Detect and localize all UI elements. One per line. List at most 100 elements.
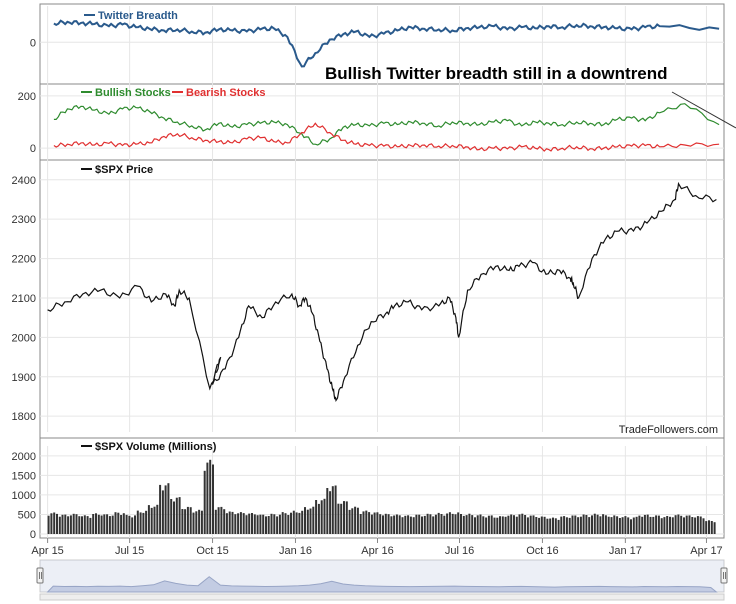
- legend-bullish-stocks: Bullish Stocks: [95, 87, 171, 99]
- volume-bar: [565, 517, 568, 534]
- volume-bar: [256, 515, 259, 534]
- volume-bar: [362, 511, 365, 534]
- volume-panel-frame: [39, 437, 725, 539]
- y-tick-label: 1900: [12, 372, 36, 384]
- volume-bar: [504, 516, 507, 534]
- volume-bar: [259, 514, 262, 534]
- volume-bar: [167, 483, 170, 534]
- volume-bar: [510, 514, 513, 534]
- y-tick-label: 2000: [12, 332, 36, 344]
- volume-bar: [582, 514, 585, 534]
- volume-bar: [192, 512, 195, 534]
- volume-bar: [265, 516, 267, 534]
- volume-bar: [212, 464, 214, 534]
- volume-bar: [560, 516, 563, 534]
- volume-bar: [652, 516, 655, 534]
- volume-bar: [540, 516, 543, 534]
- volume-bar: [239, 512, 242, 534]
- volume-bar: [415, 514, 418, 534]
- volume-bar: [228, 511, 231, 534]
- volume-bar: [552, 517, 554, 534]
- volume-bar: [203, 470, 206, 534]
- volume-bar: [434, 514, 437, 534]
- volume-bar: [145, 510, 148, 534]
- navigator-selection[interactable]: [40, 560, 724, 592]
- volume-bar: [674, 515, 677, 534]
- volume-bar: [131, 517, 134, 534]
- volume-bar: [298, 512, 301, 534]
- bullish-stocks-line: [53, 103, 720, 146]
- volume-bar: [106, 514, 109, 534]
- volume-bar: [343, 501, 345, 534]
- volume-bar: [290, 512, 292, 534]
- volume-bar: [122, 513, 125, 534]
- volume-bar: [309, 508, 312, 534]
- volume-bar: [195, 511, 198, 534]
- volume-bar: [624, 516, 627, 534]
- x-tick-label: Oct 16: [526, 545, 558, 557]
- volume-bar: [175, 497, 178, 534]
- volume-bar: [474, 517, 476, 534]
- volume-bar: [685, 515, 688, 534]
- volume-bar: [320, 500, 323, 534]
- x-axis: Apr 15 Jul 15 Oct 15 Jan 16 Apr 16 Jul 16 Oct …: [31, 538, 723, 557]
- volume-bar: [329, 491, 332, 534]
- volume-bar: [281, 512, 284, 534]
- volume-bar: [315, 500, 318, 534]
- volume-bar: [621, 517, 624, 534]
- volume-bar: [708, 520, 710, 534]
- volume-bar: [574, 515, 577, 534]
- volume-bar: [677, 514, 680, 534]
- volume-bar: [97, 514, 100, 534]
- volume-bar: [454, 514, 457, 534]
- volume-bar: [393, 515, 396, 534]
- volume-bar: [86, 516, 89, 534]
- x-tick-label: Jul 16: [445, 545, 474, 557]
- volume-bar: [649, 516, 652, 534]
- volume-bar: [50, 513, 53, 534]
- x-tick-label: Jan 17: [609, 545, 642, 557]
- volume-bar: [513, 515, 515, 534]
- volume-bar: [206, 462, 209, 534]
- volume-bar: [549, 518, 552, 534]
- volume-bar: [407, 515, 410, 534]
- volume-bar: [125, 514, 128, 534]
- volume-bar: [114, 512, 117, 534]
- volume-bar: [354, 506, 357, 534]
- volume-bar: [557, 519, 560, 534]
- volume-bar: [401, 517, 404, 534]
- volume-bar: [460, 514, 462, 534]
- volume-bar: [596, 514, 599, 534]
- annotation-arrow: [671, 91, 736, 129]
- volume-bar: [660, 518, 663, 534]
- volume-bar: [108, 516, 111, 534]
- volume-bar: [100, 515, 103, 534]
- volume-bar: [61, 514, 64, 534]
- volume-bar: [440, 514, 443, 534]
- volume-bar: [683, 517, 685, 534]
- volume-bar: [499, 516, 501, 534]
- volume-bar: [245, 515, 248, 534]
- volume-bar: [643, 514, 646, 534]
- annotation-text: Bullish Twitter breadth still in a downt…: [325, 64, 668, 83]
- navigator-series: [46, 576, 718, 593]
- volume-bar: [47, 515, 50, 534]
- volume-bar: [468, 513, 471, 534]
- volume-bar: [334, 485, 337, 534]
- volume-bar: [156, 504, 159, 534]
- volume-bar: [242, 513, 245, 534]
- y-tick-label: 1000: [12, 490, 36, 502]
- volume-bar: [507, 515, 510, 534]
- volume-bar: [409, 516, 412, 534]
- grid-layer: [40, 6, 724, 538]
- navigator[interactable]: [36, 559, 728, 601]
- y-tick-layer: 0 0 200 1800 1900 2000 2100 2200 2300 2400 0 500 100…: [12, 37, 36, 541]
- volume-bar: [147, 505, 150, 534]
- navigator-scrollbar[interactable]: [39, 593, 725, 601]
- volume-bar: [543, 516, 546, 534]
- volume-bar: [646, 514, 649, 534]
- volume-bar: [56, 513, 58, 534]
- volume-bar: [604, 515, 607, 534]
- volume-legend: $SPX Volume (Millions): [81, 441, 217, 453]
